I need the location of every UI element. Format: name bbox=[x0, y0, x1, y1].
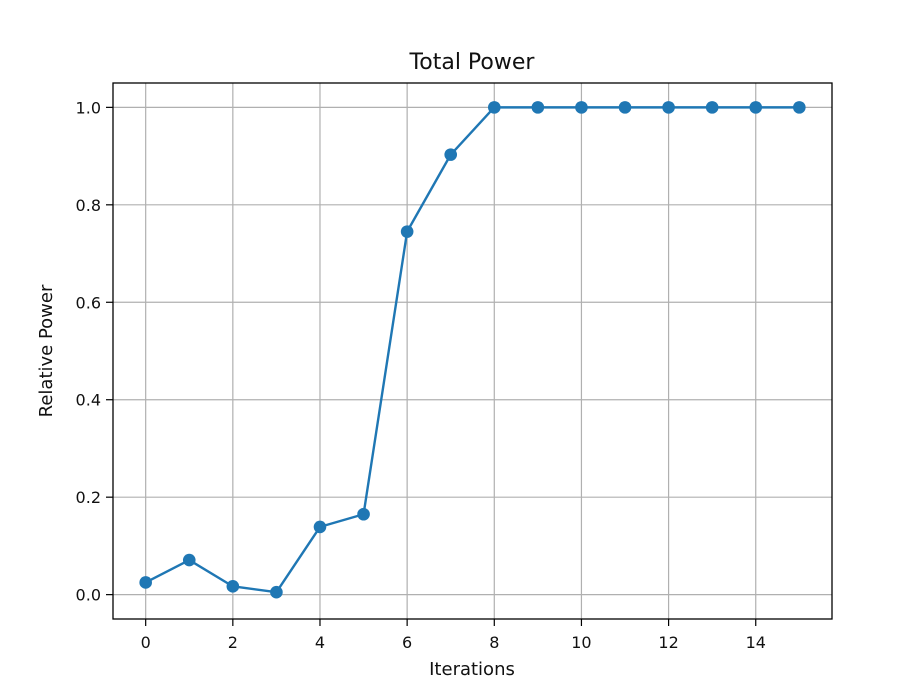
y-tick-label: 0.8 bbox=[76, 196, 101, 215]
data-point bbox=[270, 585, 283, 599]
data-point bbox=[793, 101, 806, 114]
data-point bbox=[531, 101, 545, 114]
x-tick-label: 12 bbox=[658, 633, 678, 652]
data-point bbox=[575, 101, 588, 114]
data-point bbox=[313, 520, 327, 534]
data-point bbox=[444, 148, 458, 161]
data-point bbox=[357, 507, 370, 521]
data-point bbox=[705, 101, 719, 114]
x-tick-label: 6 bbox=[402, 633, 412, 652]
y-axis-label: Relative Power bbox=[36, 284, 57, 417]
y-tick-label: 0.4 bbox=[76, 391, 101, 410]
y-tick-label: 0.0 bbox=[76, 586, 101, 605]
x-tick-label: 14 bbox=[746, 633, 766, 652]
data-point bbox=[226, 580, 240, 593]
data-point bbox=[749, 101, 763, 114]
grid bbox=[113, 83, 832, 619]
data-point bbox=[662, 101, 675, 114]
y-tick-label: 1.0 bbox=[76, 98, 101, 117]
x-tick-label: 8 bbox=[489, 633, 499, 652]
plot-frame bbox=[112, 82, 833, 620]
y-tick-label: 0.2 bbox=[76, 488, 101, 507]
y-axis-ticks: 0.0 0.2 0.4 0.6 0.8 1.0 bbox=[76, 98, 113, 605]
x-tick-label: 2 bbox=[228, 633, 238, 652]
data-point bbox=[400, 225, 414, 238]
data-point bbox=[618, 101, 632, 114]
y-tick-label: 0.6 bbox=[76, 293, 101, 312]
data-point bbox=[139, 576, 152, 589]
series-line bbox=[144, 106, 801, 594]
x-tick-label: 4 bbox=[315, 633, 325, 652]
x-tick-label: 0 bbox=[141, 633, 151, 652]
x-axis-label: Iterations bbox=[429, 659, 515, 680]
x-tick-label: 10 bbox=[571, 633, 591, 652]
series-layer bbox=[139, 101, 806, 599]
x-axis-ticks: 0 2 4 6 8 10 12 14 bbox=[141, 619, 766, 652]
chart-title: Total Power bbox=[409, 50, 536, 75]
data-point bbox=[487, 101, 501, 114]
data-point bbox=[182, 553, 196, 567]
